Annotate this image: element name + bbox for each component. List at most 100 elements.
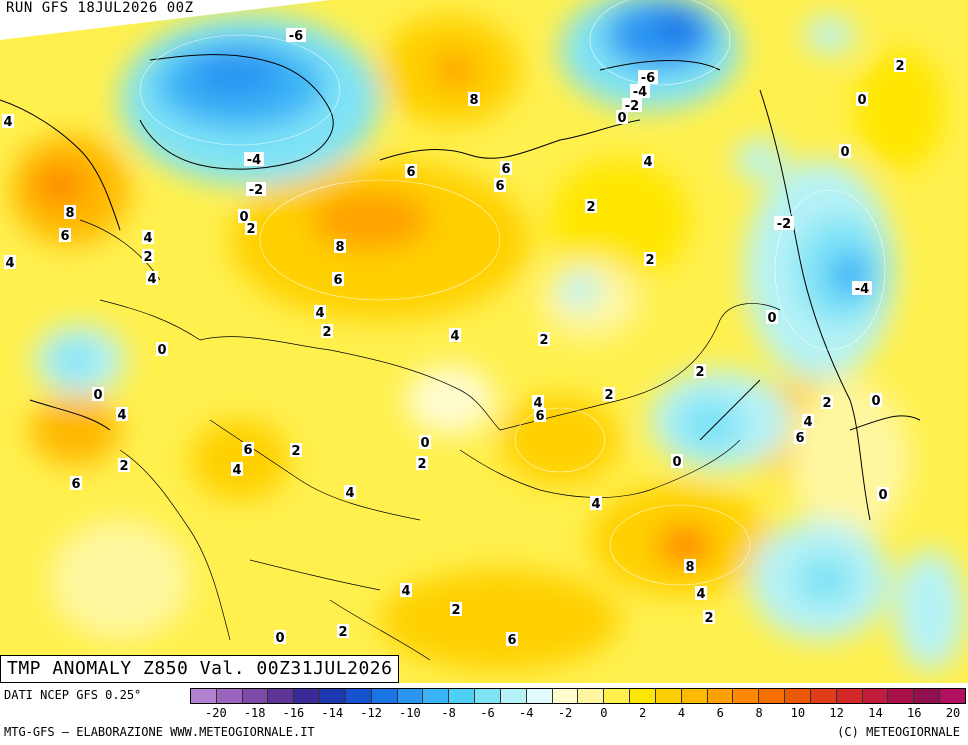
colorbar-tick-label: 8	[755, 706, 763, 720]
colorbar-swatch	[862, 689, 889, 703]
contour-value-label: 6	[405, 164, 417, 180]
contour-label-background	[244, 152, 264, 166]
contour-label-background	[877, 487, 889, 501]
contour-label-background	[59, 228, 71, 242]
contour-label-background	[500, 161, 512, 175]
contour-value-label: -2	[246, 182, 266, 198]
colorbar-tick-label: -12	[360, 706, 382, 720]
contour-label-text: 2	[539, 333, 548, 348]
colorbar-swatch	[242, 689, 269, 703]
contour-label-background	[802, 414, 814, 428]
contour-label-background	[794, 430, 806, 444]
colorbar-swatch	[733, 689, 760, 703]
colorbar-tick-label: 12	[829, 706, 844, 720]
contour-label-background	[344, 485, 356, 499]
contour-label-text: 0	[672, 455, 681, 470]
contour-label-text: 4	[143, 231, 152, 246]
contour-label-text: 4	[232, 463, 241, 478]
contour-label-text: 2	[246, 222, 255, 237]
contour-label-background	[400, 583, 412, 597]
colorbar-swatch	[578, 689, 605, 703]
contour-value-label: 2	[290, 443, 302, 459]
contour-label-text: -6	[289, 29, 303, 44]
colorbar-tick-label: 4	[677, 706, 686, 720]
data-source-label: DATI NCEP GFS 0.25°	[4, 688, 142, 702]
contour-labels: -6-6-4-20208-4-20248644246664220-286-442…	[2, 28, 906, 648]
colorbar-tick-label: 6	[716, 706, 724, 720]
contour-label-text: 8	[335, 240, 344, 255]
contour-label-text: 2	[143, 250, 152, 265]
contour-value-label: 0	[877, 487, 889, 503]
contour-value-label: 8	[64, 205, 76, 221]
contour-label-background	[246, 182, 266, 196]
contour-label-background	[694, 364, 706, 378]
contour-value-label: 2	[821, 395, 833, 411]
contour-label-text: -2	[777, 217, 791, 232]
contour-value-label: 8	[334, 239, 346, 255]
contour-label-background	[774, 216, 794, 230]
contour-label-text: 8	[685, 560, 694, 575]
colorbar-swatch	[320, 689, 346, 703]
contour-label-text: 6	[71, 477, 80, 492]
contour-value-label: 0	[156, 342, 168, 358]
contour-label-text: 2	[586, 200, 595, 215]
colorbar-swatch	[914, 689, 941, 703]
contour-value-label: 2	[694, 364, 706, 380]
contour-label-background	[116, 407, 128, 421]
contour-value-label: -2	[622, 98, 642, 114]
contour-label-text: 0	[878, 488, 887, 503]
colorbar-swatch	[345, 689, 372, 703]
contour-label-background	[894, 58, 906, 72]
colorbar-swatch	[681, 689, 708, 703]
contour-label-background	[622, 98, 642, 112]
contour-value-label: 2	[703, 610, 715, 626]
contour-value-label: 4	[314, 305, 326, 321]
contour-label-text: 6	[795, 431, 804, 446]
colorbar-tick-label: -20	[205, 706, 227, 720]
contour-label-background	[852, 281, 872, 295]
contour-label-background	[238, 209, 250, 223]
contour-label-background	[449, 328, 461, 342]
contour-label-text: 2	[119, 459, 128, 474]
contour-label-background	[450, 602, 462, 616]
contour-label-background	[118, 458, 130, 472]
contour-value-label: 4	[344, 485, 356, 501]
colorbar-tick-label: 14	[868, 706, 883, 720]
contour-label-text: -2	[249, 183, 263, 198]
contour-label-background	[468, 92, 480, 106]
colorbar-swatch	[759, 689, 786, 703]
contour-label-background	[334, 239, 346, 253]
contour-label-background	[242, 442, 254, 456]
contour-label-text: 4	[401, 584, 410, 599]
contour-value-label: 2	[245, 221, 257, 237]
contour-label-background	[286, 28, 306, 42]
contour-value-label: 0	[839, 144, 851, 160]
contour-label-background	[630, 84, 650, 98]
contour-value-label: 2	[337, 624, 349, 640]
contour-label-background	[616, 110, 628, 124]
contour-value-label: 4	[532, 395, 544, 411]
colorbar-swatch	[397, 689, 424, 703]
contour-value-label: 6	[506, 632, 518, 648]
contour-label-text: 6	[60, 229, 69, 244]
contour-label-background	[231, 462, 243, 476]
contour-label-text: 2	[645, 253, 654, 268]
contour-value-label: -6	[638, 70, 658, 86]
contour-label-text: -4	[855, 282, 869, 297]
contour-label-background	[638, 70, 658, 84]
contour-value-label: 6	[494, 178, 506, 194]
contour-label-background	[156, 342, 168, 356]
contour-value-label: 6	[332, 272, 344, 288]
contour-label-background	[534, 408, 546, 422]
contour-label-text: 6	[507, 633, 516, 648]
contour-value-label: -4	[244, 152, 264, 168]
colorbar	[190, 688, 966, 704]
contour-label-background	[314, 305, 326, 319]
colorbar-tick-label: -14	[321, 706, 344, 720]
contour-label-background	[332, 272, 344, 286]
contour-value-label: 2	[644, 252, 656, 268]
contour-value-label: 0	[856, 92, 868, 108]
colorbar-swatch	[268, 689, 295, 703]
contour-label-text: 0	[871, 394, 880, 409]
contour-label-text: 6	[406, 165, 415, 180]
